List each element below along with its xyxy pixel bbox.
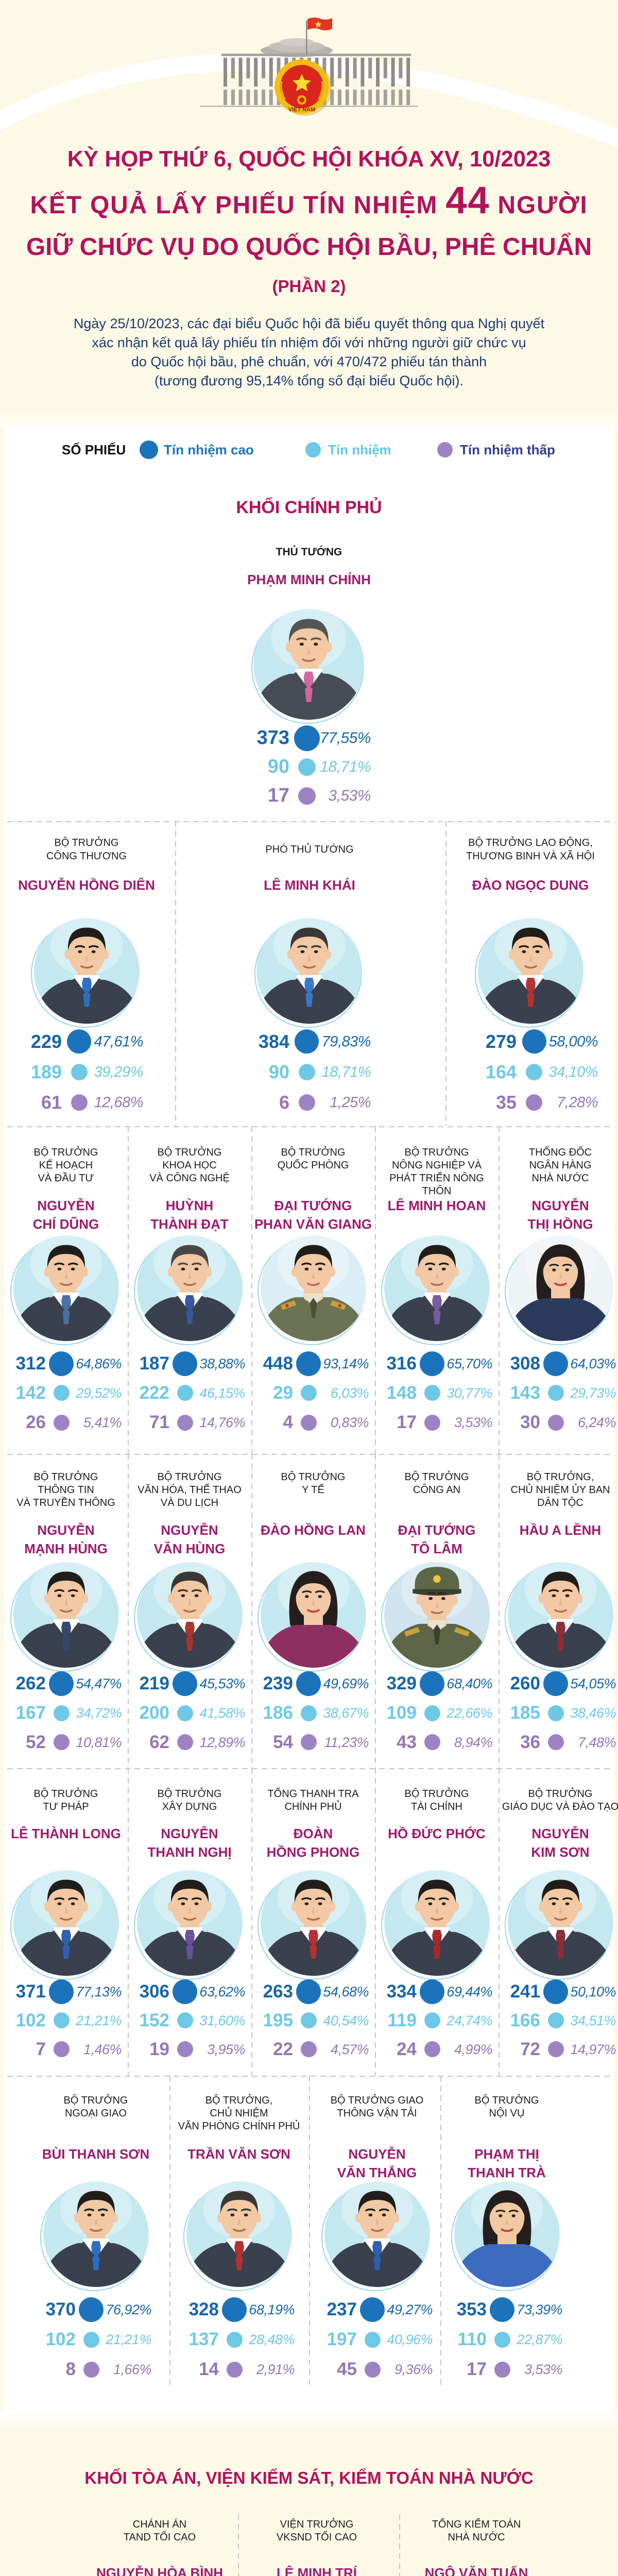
svg-text:VIỆT NAM: VIỆT NAM	[288, 106, 316, 113]
